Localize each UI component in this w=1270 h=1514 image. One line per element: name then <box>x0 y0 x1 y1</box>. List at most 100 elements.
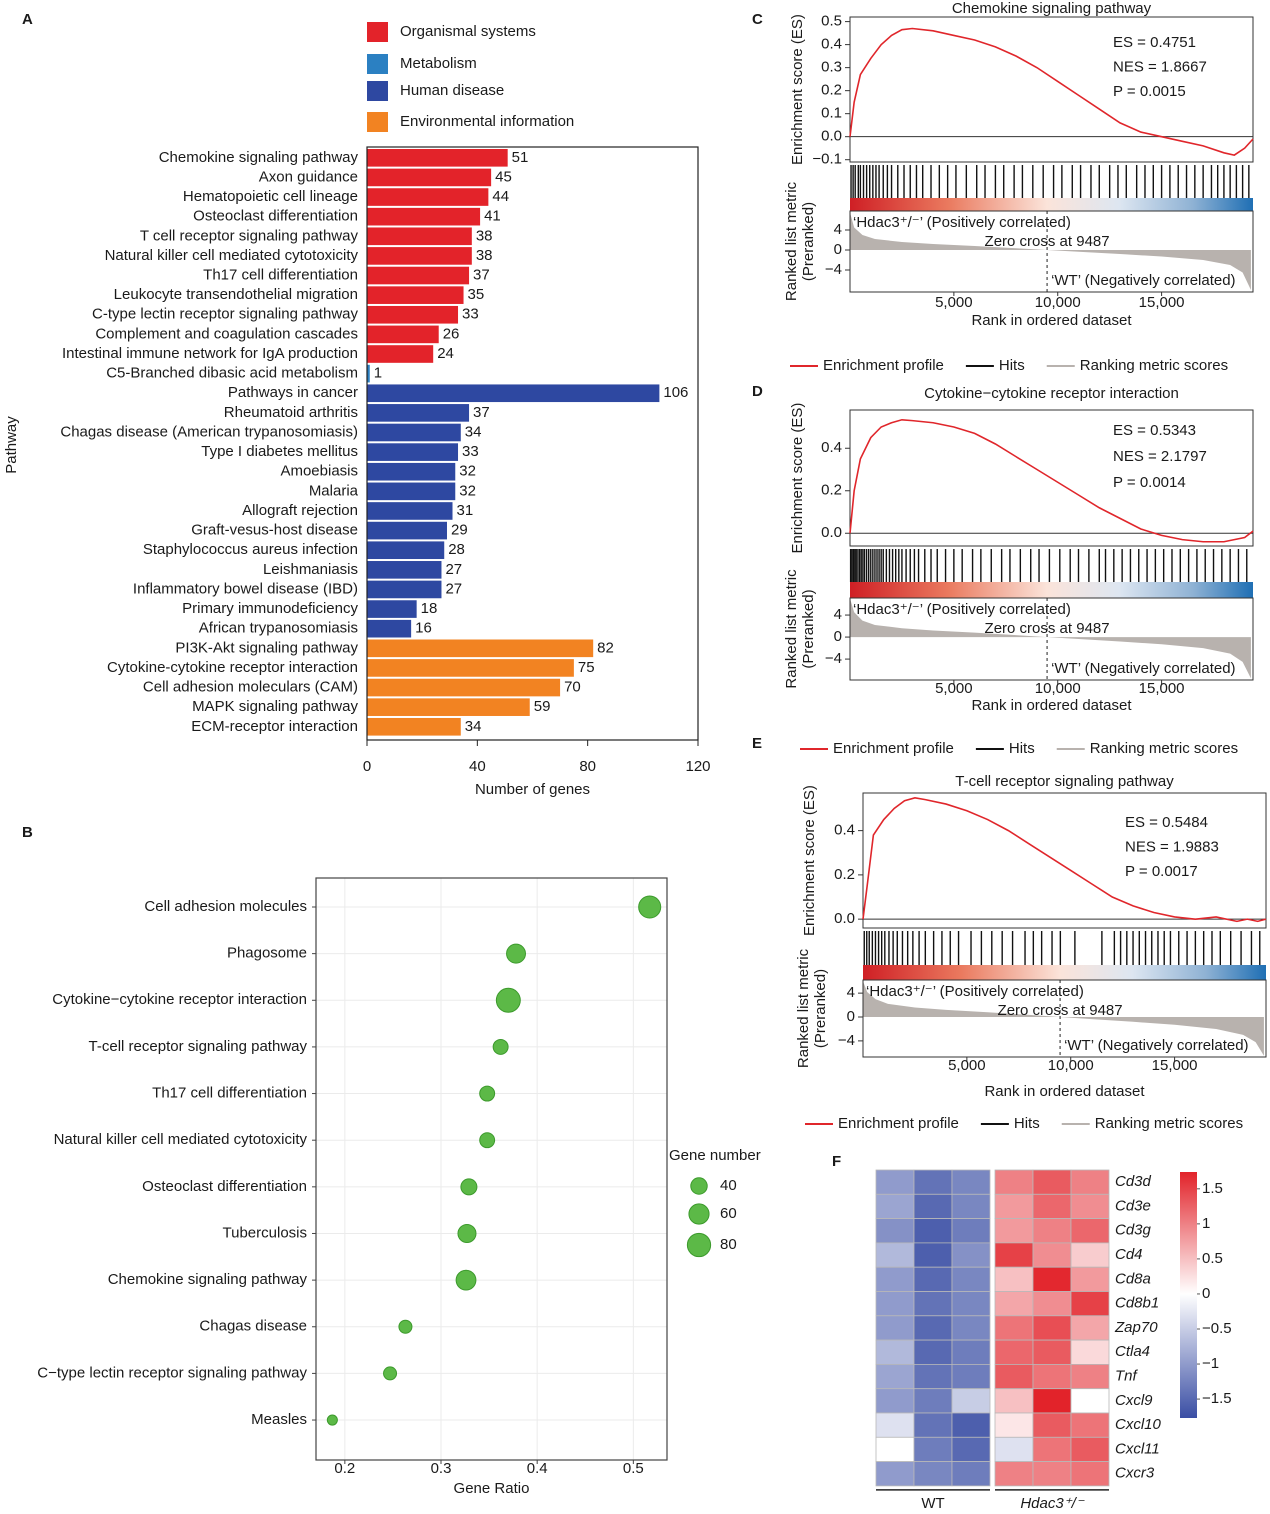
x-tick-label: 120 <box>685 758 710 775</box>
value-label: 106 <box>663 384 688 401</box>
y-tick-label: Osteoclast differentiation <box>193 208 358 225</box>
panel-letter: D <box>752 383 763 400</box>
value-label: 18 <box>421 600 438 617</box>
size-legend-dot <box>690 1177 708 1195</box>
x-tick-label: 10,000 <box>1035 294 1081 311</box>
heat-cell <box>994 1315 1034 1341</box>
value-label: 16 <box>415 620 432 637</box>
rank-heat-bar <box>850 198 1253 211</box>
value-label: 29 <box>451 522 468 539</box>
heat-cell <box>1032 1218 1072 1244</box>
heat-cell <box>1070 1339 1110 1365</box>
y-tick-label: Measles <box>251 1411 307 1428</box>
value-label: 38 <box>476 247 493 264</box>
legend-label: Human disease <box>400 82 504 99</box>
heat-cell <box>994 1169 1034 1195</box>
heat-cell <box>913 1315 953 1341</box>
value-label: 44 <box>492 188 509 205</box>
heat-cell <box>951 1266 991 1292</box>
statistic: P = 0.0014 <box>1113 474 1186 491</box>
heat-cell <box>875 1388 915 1414</box>
positive-label: ‘Hdac3⁺/⁻’ (Positively correlated) <box>853 601 1071 618</box>
heat-cell <box>1070 1291 1110 1317</box>
value-label: 59 <box>534 698 551 715</box>
rank-heat-bar <box>863 965 1266 980</box>
y-tick-label: Intestinal immune network for IgA produc… <box>62 345 358 362</box>
negative-label: ‘WT’ (Negatively correlated) <box>1051 272 1236 289</box>
legend-label: Environmental information <box>400 113 574 130</box>
heat-cell <box>951 1242 991 1268</box>
heat-cell <box>875 1364 915 1390</box>
y-tick-label: 0.4 <box>821 439 842 456</box>
value-label: 37 <box>473 266 490 283</box>
legend-swatch <box>367 81 388 101</box>
size-legend-label: 40 <box>720 1177 737 1194</box>
heat-cell <box>875 1339 915 1365</box>
x-tick-label: 5,000 <box>935 294 973 311</box>
y2-tick-label: 0 <box>834 628 842 645</box>
x-tick-label: 15,000 <box>1139 680 1185 697</box>
y-tick-label: 0.0 <box>834 910 855 927</box>
heat-cell <box>994 1461 1034 1487</box>
bar <box>367 717 461 736</box>
y-tick-label: Chagas disease <box>199 1318 307 1335</box>
rank-heat-bar <box>850 582 1253 598</box>
heat-cell <box>875 1461 915 1487</box>
legend-label: Ranking metric scores <box>1090 740 1238 757</box>
y-tick-label: Hematopoietic cell lineage <box>183 188 358 205</box>
y-tick-label: T-cell receptor signaling pathway <box>89 1038 308 1055</box>
chart-title: T-cell receptor signaling pathway <box>955 773 1174 790</box>
legend-label: Enrichment profile <box>823 357 944 374</box>
y-tick-label: Rheumatoid arthritis <box>224 404 358 421</box>
heat-cell <box>994 1436 1034 1463</box>
heat-cell <box>1070 1266 1110 1292</box>
bar <box>367 521 447 540</box>
y-tick-label: Primary immunodeficiency <box>182 600 358 617</box>
y-tick-label: Chagas disease (American trypanosomiasis… <box>60 423 358 440</box>
heat-cell <box>1032 1339 1072 1365</box>
y-tick-label: Complement and coagulation cascades <box>95 325 358 342</box>
heat-cell <box>1070 1364 1110 1390</box>
heat-cell <box>1070 1218 1110 1244</box>
bar <box>367 678 561 697</box>
heat-cell <box>951 1364 991 1390</box>
y-tick-label: C5-Branched dibasic acid metabolism <box>106 365 358 382</box>
size-legend-dot <box>686 1232 712 1258</box>
y2-axis-label: Ranked list metric <box>783 181 800 301</box>
panel-letter: B <box>22 824 33 841</box>
heat-cell <box>1032 1169 1072 1195</box>
heat-cell <box>951 1315 991 1341</box>
y-tick-label: Natural killer cell mediated cytotoxicit… <box>105 247 359 264</box>
y-tick-label: Axon guidance <box>259 168 358 185</box>
value-label: 41 <box>484 208 501 225</box>
dot <box>638 895 662 919</box>
group-label: Hdac3⁺/⁻ <box>1020 1495 1084 1512</box>
y-tick-label: 0.5 <box>821 13 842 30</box>
x-tick-label: 80 <box>579 758 596 775</box>
heat-cell <box>875 1436 915 1463</box>
bar <box>367 561 442 579</box>
statistic: P = 0.0017 <box>1125 863 1198 880</box>
y2-tick-label: 4 <box>847 984 855 1001</box>
legend-swatch <box>367 54 388 74</box>
x-axis-label: Rank in ordered dataset <box>984 1083 1145 1100</box>
heat-cell <box>913 1218 953 1244</box>
y-tick-label: Inflammatory bowel disease (IBD) <box>133 580 358 597</box>
size-legend-label: 60 <box>720 1205 737 1222</box>
dot <box>492 1038 509 1055</box>
heat-cell <box>913 1169 953 1195</box>
dot <box>383 1366 398 1381</box>
es-frame <box>849 409 1254 547</box>
row-label: Cd3g <box>1115 1222 1152 1239</box>
bar <box>367 207 481 226</box>
row-label: Cd4 <box>1115 1246 1143 1263</box>
heat-cell <box>1032 1436 1072 1463</box>
legend-swatch <box>367 112 388 132</box>
value-label: 34 <box>465 423 482 440</box>
row-label: Zap70 <box>1114 1319 1158 1336</box>
y-axis-label: Enrichment score (ES) <box>801 785 818 936</box>
x-tick-label: 0.2 <box>334 1460 355 1477</box>
heat-cell <box>875 1169 915 1195</box>
heat-cell <box>951 1218 991 1244</box>
row-label: Cxcr3 <box>1115 1465 1155 1482</box>
